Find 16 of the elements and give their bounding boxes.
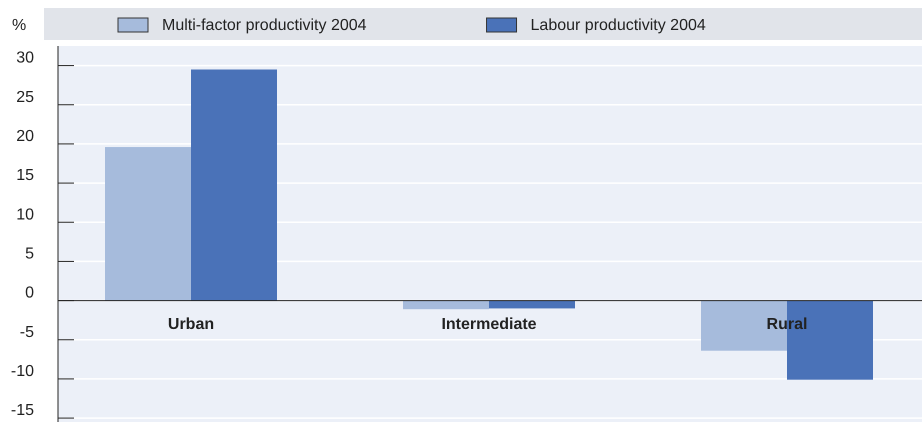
- y-tick-label: 25: [16, 88, 34, 106]
- legend-label: Labour productivity 2004: [530, 17, 706, 34]
- x-tick-label: Urban: [168, 316, 214, 334]
- y-axis-title: %: [12, 17, 26, 34]
- y-tick-label: -5: [20, 324, 34, 341]
- legend-label: Multi-factor productivity 2004: [162, 17, 367, 34]
- y-tick-label: 20: [16, 128, 34, 146]
- y-tick-label: 5: [25, 246, 34, 263]
- y-tick-label: -15: [10, 402, 34, 420]
- y-tick-label: -10: [10, 363, 34, 380]
- x-tick-label: Intermediate: [441, 316, 537, 334]
- y-tick-label: 10: [16, 206, 34, 224]
- y-tick-label: 0: [25, 284, 34, 302]
- x-tick-label: Rural: [766, 316, 808, 334]
- y-tick-label: 30: [16, 50, 34, 67]
- y-tick-label: 15: [16, 167, 34, 184]
